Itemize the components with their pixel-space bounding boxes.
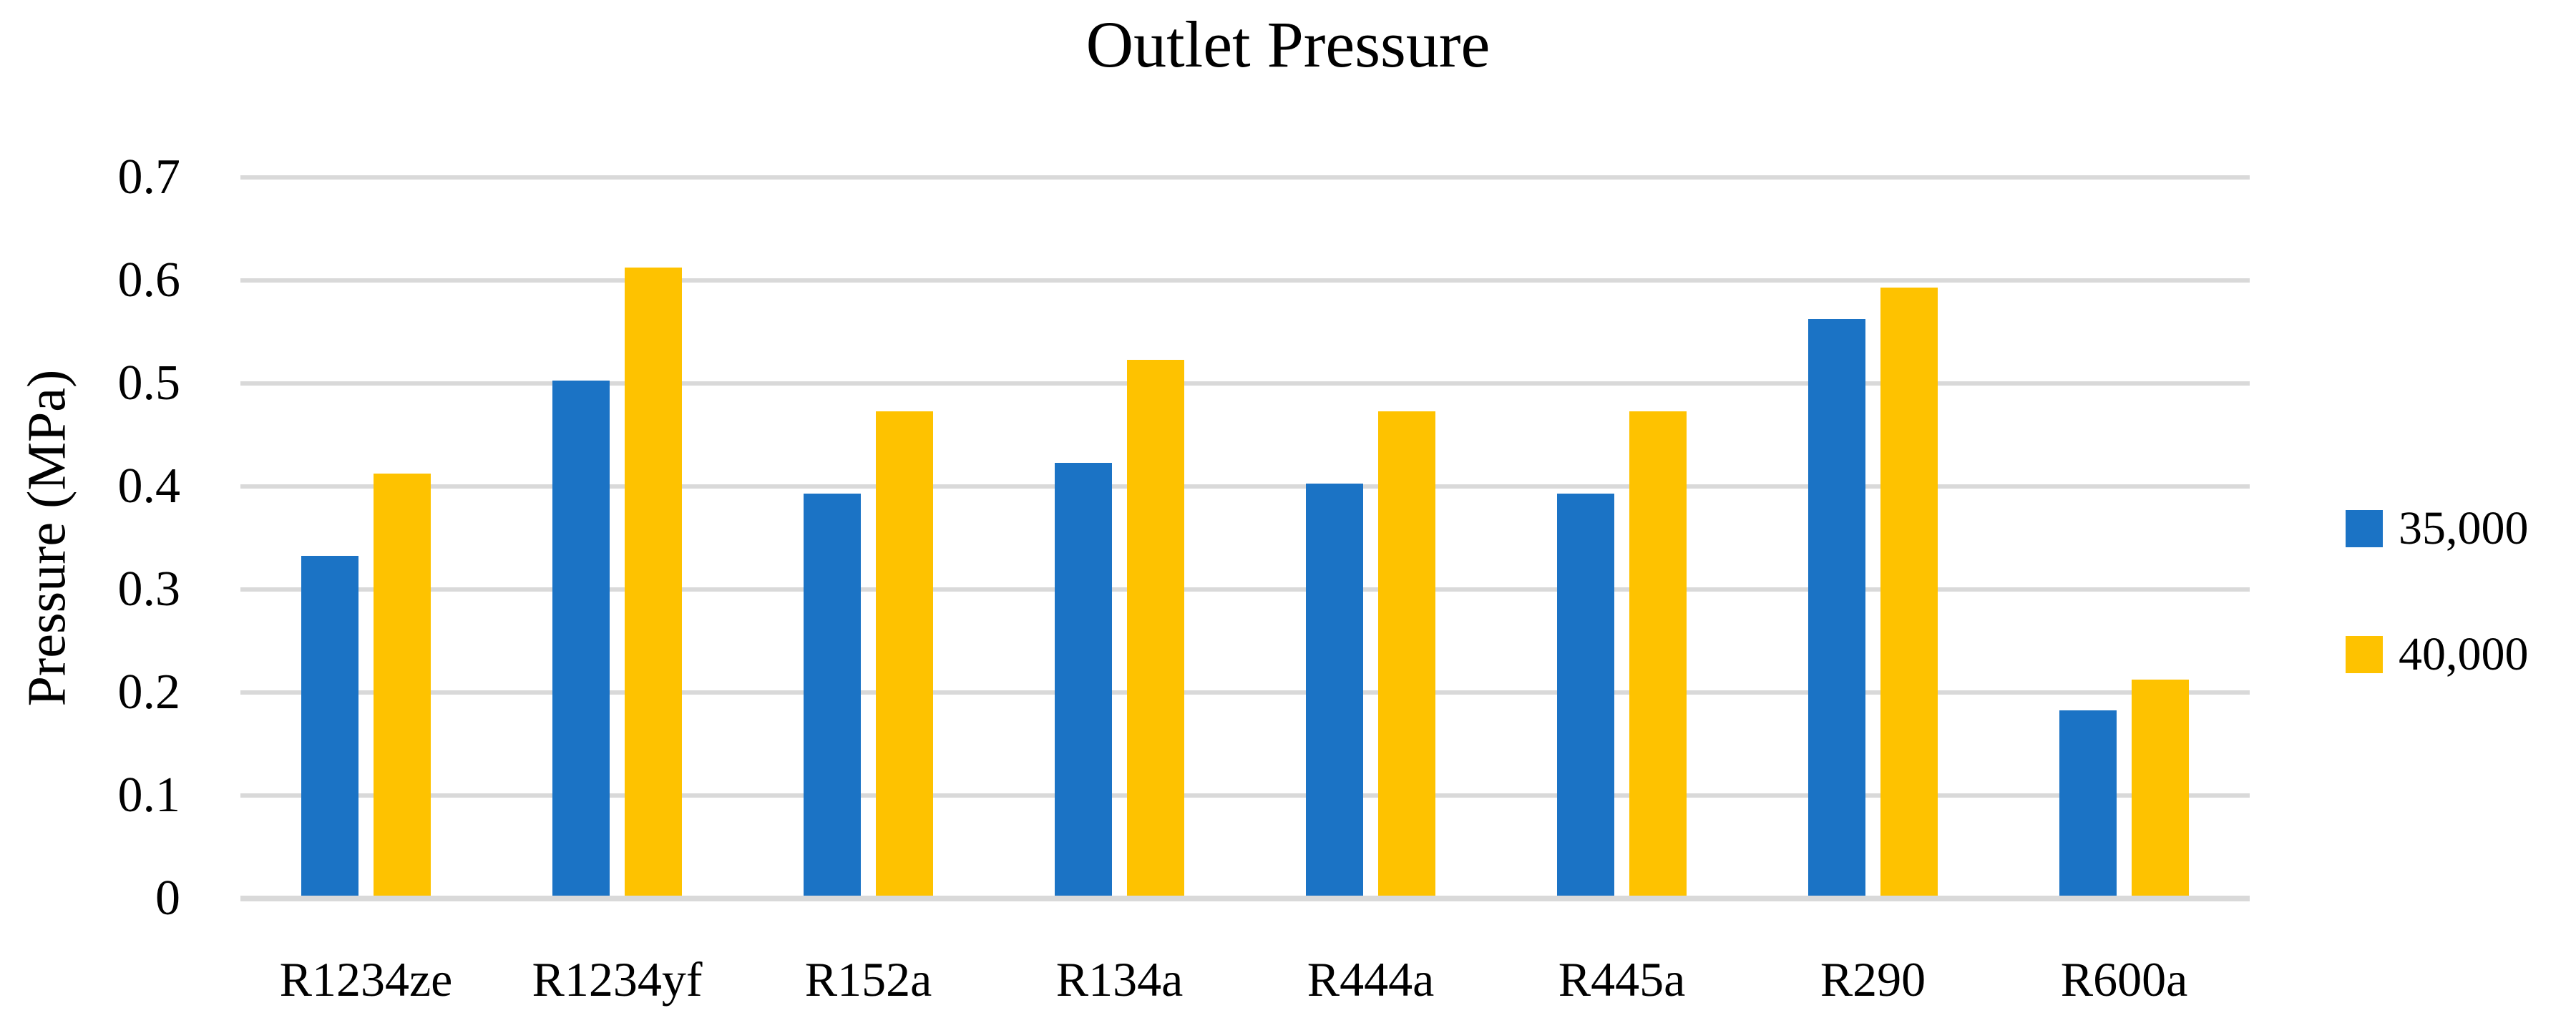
x-label-R600a: R600a <box>2060 952 2188 1007</box>
x-label-R445a: R445a <box>1558 952 1686 1007</box>
gridline-0.4 <box>240 484 2250 489</box>
bar-40000-R1234yf <box>625 267 682 896</box>
y-tick-label-0.5: 0.5 <box>117 356 181 411</box>
y-tick-label-0.1: 0.1 <box>117 768 181 823</box>
bar-35000-R600a <box>2059 710 2117 896</box>
y-tick-label-0: 0 <box>155 871 180 926</box>
gridline-0.3 <box>240 587 2250 592</box>
legend-swatch-35000-icon <box>2346 510 2383 547</box>
gridline-0.7 <box>240 175 2250 180</box>
legend-label-35000: 35,000 <box>2399 502 2529 554</box>
x-label-R152a: R152a <box>804 952 932 1007</box>
gridline-0.1 <box>240 793 2250 798</box>
bar-40000-R290 <box>1880 288 1938 896</box>
legend-swatch-40000-icon <box>2346 636 2383 673</box>
bar-35000-R134a <box>1055 463 1112 896</box>
bar-35000-R290 <box>1808 318 1865 896</box>
bar-35000-R1234ze <box>301 555 358 896</box>
legend-item-35000: 35,000 <box>2346 505 2529 552</box>
gridline-0.2 <box>240 690 2250 695</box>
y-tick-label-0.2: 0.2 <box>117 665 181 720</box>
bar-35000-R445a <box>1557 494 1614 896</box>
bar-40000-R444a <box>1378 411 1435 896</box>
bar-40000-R152a <box>876 411 933 896</box>
x-label-R1234yf: R1234yf <box>532 952 703 1007</box>
legend-label-40000: 40,000 <box>2399 628 2529 680</box>
bar-35000-R152a <box>804 494 861 896</box>
x-label-R290: R290 <box>1820 952 1926 1007</box>
y-axis-tick-labels: 0 0.1 0.2 0.3 0.4 0.5 0.6 0.7 <box>0 152 181 924</box>
y-tick-label-0.6: 0.6 <box>117 253 181 308</box>
x-axis-category-labels: R1234ze R1234yf R152a R134a R444a R445a R290 R6… <box>240 953 2250 1024</box>
x-label-R134a: R134a <box>1055 952 1184 1007</box>
x-axis-line <box>240 896 2250 901</box>
bar-35000-R1234yf <box>552 381 610 896</box>
legend: 35,000 40,000 <box>2346 505 2529 757</box>
legend-item-40000: 40,000 <box>2346 631 2529 678</box>
gridline-0.5 <box>240 381 2250 386</box>
bar-40000-R134a <box>1127 360 1184 896</box>
x-label-R444a: R444a <box>1307 952 1435 1007</box>
y-tick-label-0.4: 0.4 <box>117 459 181 514</box>
gridline-0.6 <box>240 278 2250 283</box>
bar-40000-R445a <box>1629 411 1687 896</box>
bar-40000-R600a <box>2132 679 2189 896</box>
bar-40000-R1234ze <box>374 473 431 896</box>
y-tick-label-0.7: 0.7 <box>117 150 181 205</box>
chart-title: Outlet Pressure <box>1085 8 1491 81</box>
x-label-R1234ze: R1234ze <box>279 952 453 1007</box>
bar-35000-R444a <box>1306 484 1363 896</box>
plot-area <box>240 175 2250 901</box>
y-tick-label-0.3: 0.3 <box>117 562 181 617</box>
